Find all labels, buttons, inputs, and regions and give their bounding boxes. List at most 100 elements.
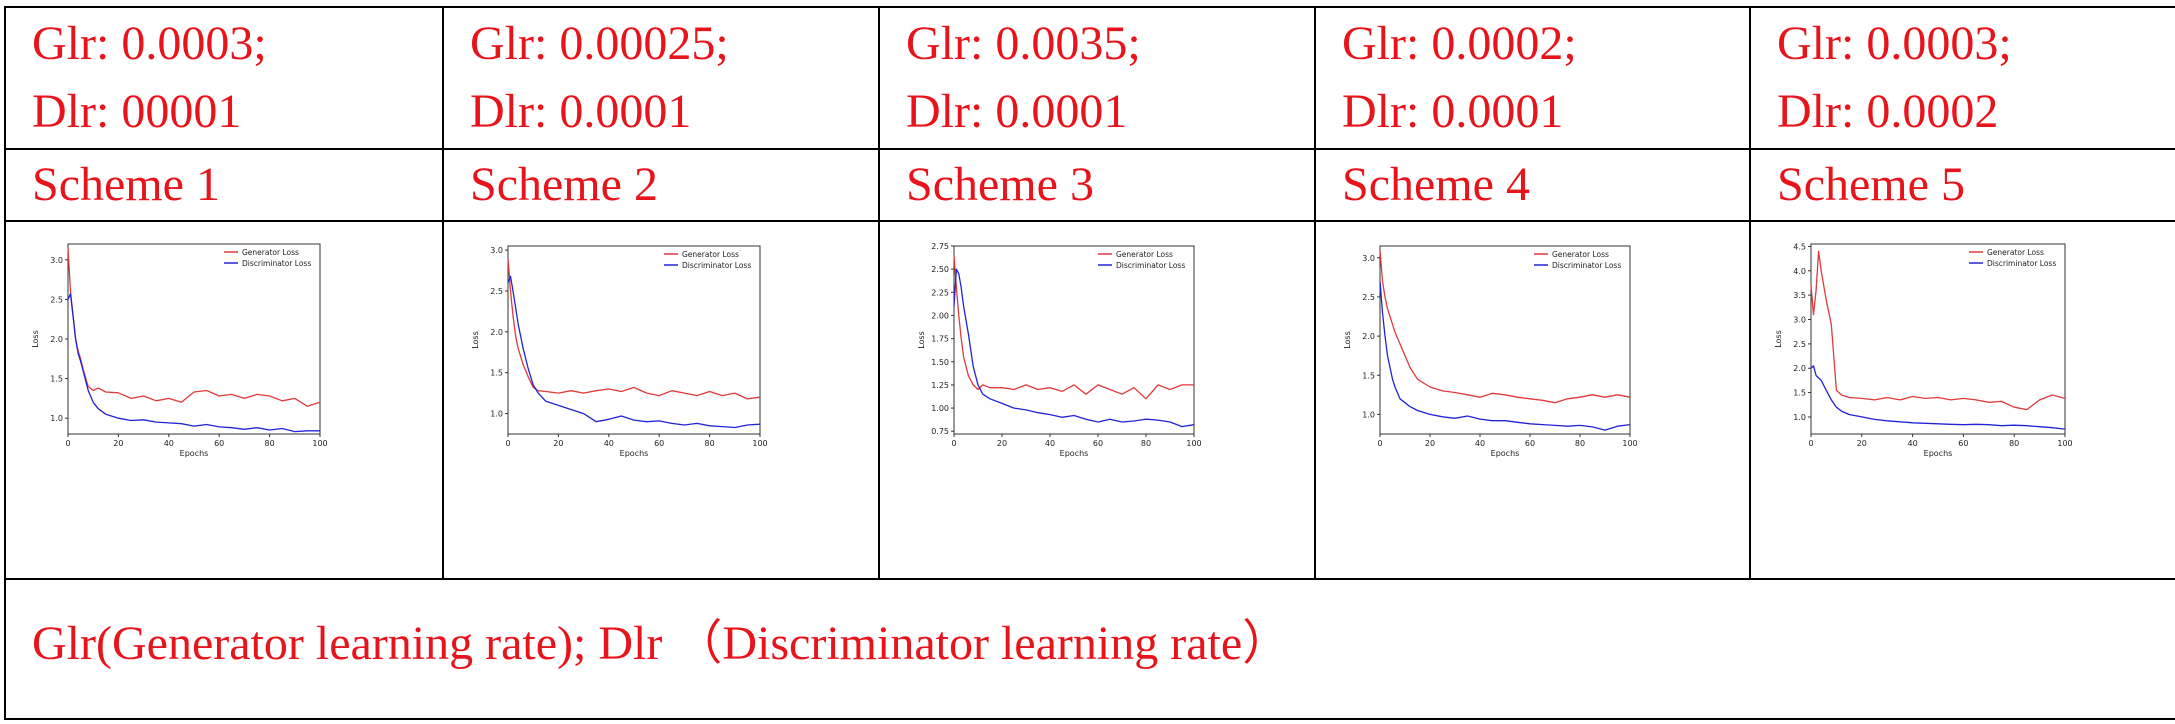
scheme-label: Scheme 5 xyxy=(1777,158,1965,211)
glr-label: Glr: 0.0003; xyxy=(32,17,267,70)
footnote-text: Glr(Generator learning rate); Dlr （Discr… xyxy=(32,617,1291,670)
y-tick-label: 1.5 xyxy=(1793,389,1806,398)
y-tick-label: 1.00 xyxy=(931,404,949,413)
x-tick-label: 40 xyxy=(164,439,174,448)
legend-label: Generator Loss xyxy=(1987,248,2044,257)
y-tick-label: 2.00 xyxy=(931,311,949,320)
y-tick-label: 2.5 xyxy=(50,295,63,304)
discriminator-loss-line xyxy=(953,268,1195,428)
generator-loss-line xyxy=(67,247,321,407)
glr-label: Glr: 0.0003; xyxy=(1777,17,2012,70)
y-tick-label: 2.5 xyxy=(490,287,503,296)
y-axis-label: Loss xyxy=(471,331,480,349)
legend-label: Generator Loss xyxy=(242,248,299,257)
legend-label: Discriminator Loss xyxy=(682,261,751,270)
x-tick-label: 60 xyxy=(1958,439,1968,448)
dlr-label: Dlr: 0.0001 xyxy=(470,85,692,138)
loss-chart-1: 0 20 40 60 80 100 1.0 1.5 2.0 2.5 3.0 Epochs Loss Gen… xyxy=(31,243,328,458)
y-tick-label: 1.0 xyxy=(50,414,63,423)
y-tick-label: 0.75 xyxy=(931,427,949,436)
x-tick-label: 20 xyxy=(997,439,1007,448)
x-tick-label: 20 xyxy=(1857,439,1867,448)
generator-loss-line xyxy=(953,255,1194,400)
scheme-cell-3: Scheme 3 xyxy=(880,150,1316,220)
y-tick-label: 2.5 xyxy=(1362,293,1375,302)
x-axis-label: Epochs xyxy=(180,449,209,458)
discriminator-loss-line xyxy=(507,275,761,429)
y-tick-label: 1.5 xyxy=(50,375,63,384)
y-tick-label: 2.75 xyxy=(931,242,949,251)
param-cell-3: Glr: 0.0035; Dlr: 0.0001 xyxy=(880,8,1316,148)
plot-frame xyxy=(953,245,1195,435)
plot-frame xyxy=(1810,243,2066,435)
x-tick-label: 20 xyxy=(553,439,563,448)
x-tick-label: 40 xyxy=(604,439,614,448)
y-tick-label: 1.25 xyxy=(931,381,949,390)
x-tick-label: 0 xyxy=(1377,439,1382,448)
y-tick-label: 3.5 xyxy=(1793,291,1806,300)
plot-frame xyxy=(507,245,761,435)
param-cell-4: Glr: 0.0002; Dlr: 0.0001 xyxy=(1316,8,1751,148)
y-tick-label: 2.0 xyxy=(1362,332,1375,341)
loss-chart-4: 0 20 40 60 80 100 1.0 1.5 2.0 2.5 3.0 Epochs Loss Gen… xyxy=(1343,245,1638,458)
glr-label: Glr: 0.0002; xyxy=(1342,17,1577,70)
y-tick-label: 2.0 xyxy=(50,335,63,344)
glr-label: Glr: 0.00025; xyxy=(470,17,729,70)
x-tick-label: 40 xyxy=(1475,439,1485,448)
y-tick-label: 2.50 xyxy=(931,265,949,274)
y-tick-label: 1.0 xyxy=(490,410,503,419)
dlr-label: Dlr: 0.0001 xyxy=(906,85,1128,138)
legend-label: Generator Loss xyxy=(1552,250,1609,259)
x-tick-label: 60 xyxy=(214,439,224,448)
x-tick-label: 100 xyxy=(312,439,327,448)
x-tick-label: 80 xyxy=(1141,439,1151,448)
y-axis-label: Loss xyxy=(917,331,926,349)
loss-chart-3: 0 20 40 60 80 100 0.75 1.00 1.25 1.50 1.75 2.00 2.25… xyxy=(917,242,1202,458)
plot-frame xyxy=(1379,245,1631,435)
plot-frame xyxy=(67,243,321,435)
y-tick-label: 2.5 xyxy=(1793,340,1806,349)
scheme-row: Scheme 1 Scheme 2 Scheme 3 Scheme 4 Sche… xyxy=(6,150,2175,222)
x-tick-label: 0 xyxy=(65,439,70,448)
scheme-label: Scheme 4 xyxy=(1342,158,1530,211)
legend-label: Discriminator Loss xyxy=(1987,259,2056,268)
y-tick-label: 4.0 xyxy=(1793,267,1806,276)
discriminator-loss-line xyxy=(1379,281,1631,431)
x-tick-label: 80 xyxy=(2009,439,2019,448)
x-axis-label: Epochs xyxy=(1924,449,1953,458)
chart-group: 0 20 40 60 80 100 1.0 1.5 2.0 2.5 3.0 Epochs Loss Gen… xyxy=(471,245,768,458)
x-tick-label: 20 xyxy=(113,439,123,448)
x-tick-label: 100 xyxy=(1622,439,1637,448)
x-tick-label: 40 xyxy=(1045,439,1055,448)
discriminator-loss-line xyxy=(1810,365,2066,430)
plot-cell-3: 0 20 40 60 80 100 0.75 1.00 1.25 1.50 1.75 2.00 2.25… xyxy=(880,222,1316,578)
param-cell-1: Glr: 0.0003; Dlr: 00001 xyxy=(6,8,444,148)
legend-label: Discriminator Loss xyxy=(242,259,311,268)
y-axis-label: Loss xyxy=(1343,331,1352,349)
discriminator-loss-line xyxy=(67,293,320,433)
comparison-table: Glr: 0.0003; Dlr: 00001 Glr: 0.00025; Dlr:… xyxy=(4,6,2175,720)
legend-label: Generator Loss xyxy=(1116,250,1173,259)
plot-cell-2: 0 20 40 60 80 100 1.0 1.5 2.0 2.5 3.0 Epochs Loss Gen… xyxy=(444,222,880,578)
scheme-cell-1: Scheme 1 xyxy=(6,150,444,220)
x-tick-label: 60 xyxy=(1093,439,1103,448)
dlr-label: Dlr: 0.0002 xyxy=(1777,85,1999,138)
x-axis-label: Epochs xyxy=(1491,449,1520,458)
scheme-cell-2: Scheme 2 xyxy=(444,150,880,220)
glr-label: Glr: 0.0035; xyxy=(906,17,1141,70)
chart-group: 0 20 40 60 80 100 1.0 1.5 2.0 2.5 3.0 Epochs Loss Gen… xyxy=(31,243,328,458)
x-tick-label: 80 xyxy=(265,439,275,448)
plot-cell-1: 0 20 40 60 80 100 1.0 1.5 2.0 2.5 3.0 Epochs Loss Gen… xyxy=(6,222,444,578)
x-tick-label: 20 xyxy=(1425,439,1435,448)
chart-group: 0 20 40 60 80 100 0.75 1.00 1.25 1.50 1.75 2.00 2.25… xyxy=(917,242,1202,458)
x-tick-label: 0 xyxy=(951,439,956,448)
x-tick-label: 100 xyxy=(2057,439,2072,448)
legend-label: Discriminator Loss xyxy=(1116,261,1185,270)
y-tick-label: 1.0 xyxy=(1362,410,1375,419)
plot-row: 0 20 40 60 80 100 1.0 1.5 2.0 2.5 3.0 Epochs Loss Gen… xyxy=(6,222,2175,580)
y-tick-label: 2.0 xyxy=(1793,364,1806,373)
x-tick-label: 100 xyxy=(1186,439,1201,448)
loss-chart-2: 0 20 40 60 80 100 1.0 1.5 2.0 2.5 3.0 Epochs Loss Gen… xyxy=(471,245,768,458)
y-tick-label: 1.50 xyxy=(931,358,949,367)
x-tick-label: 0 xyxy=(505,439,510,448)
